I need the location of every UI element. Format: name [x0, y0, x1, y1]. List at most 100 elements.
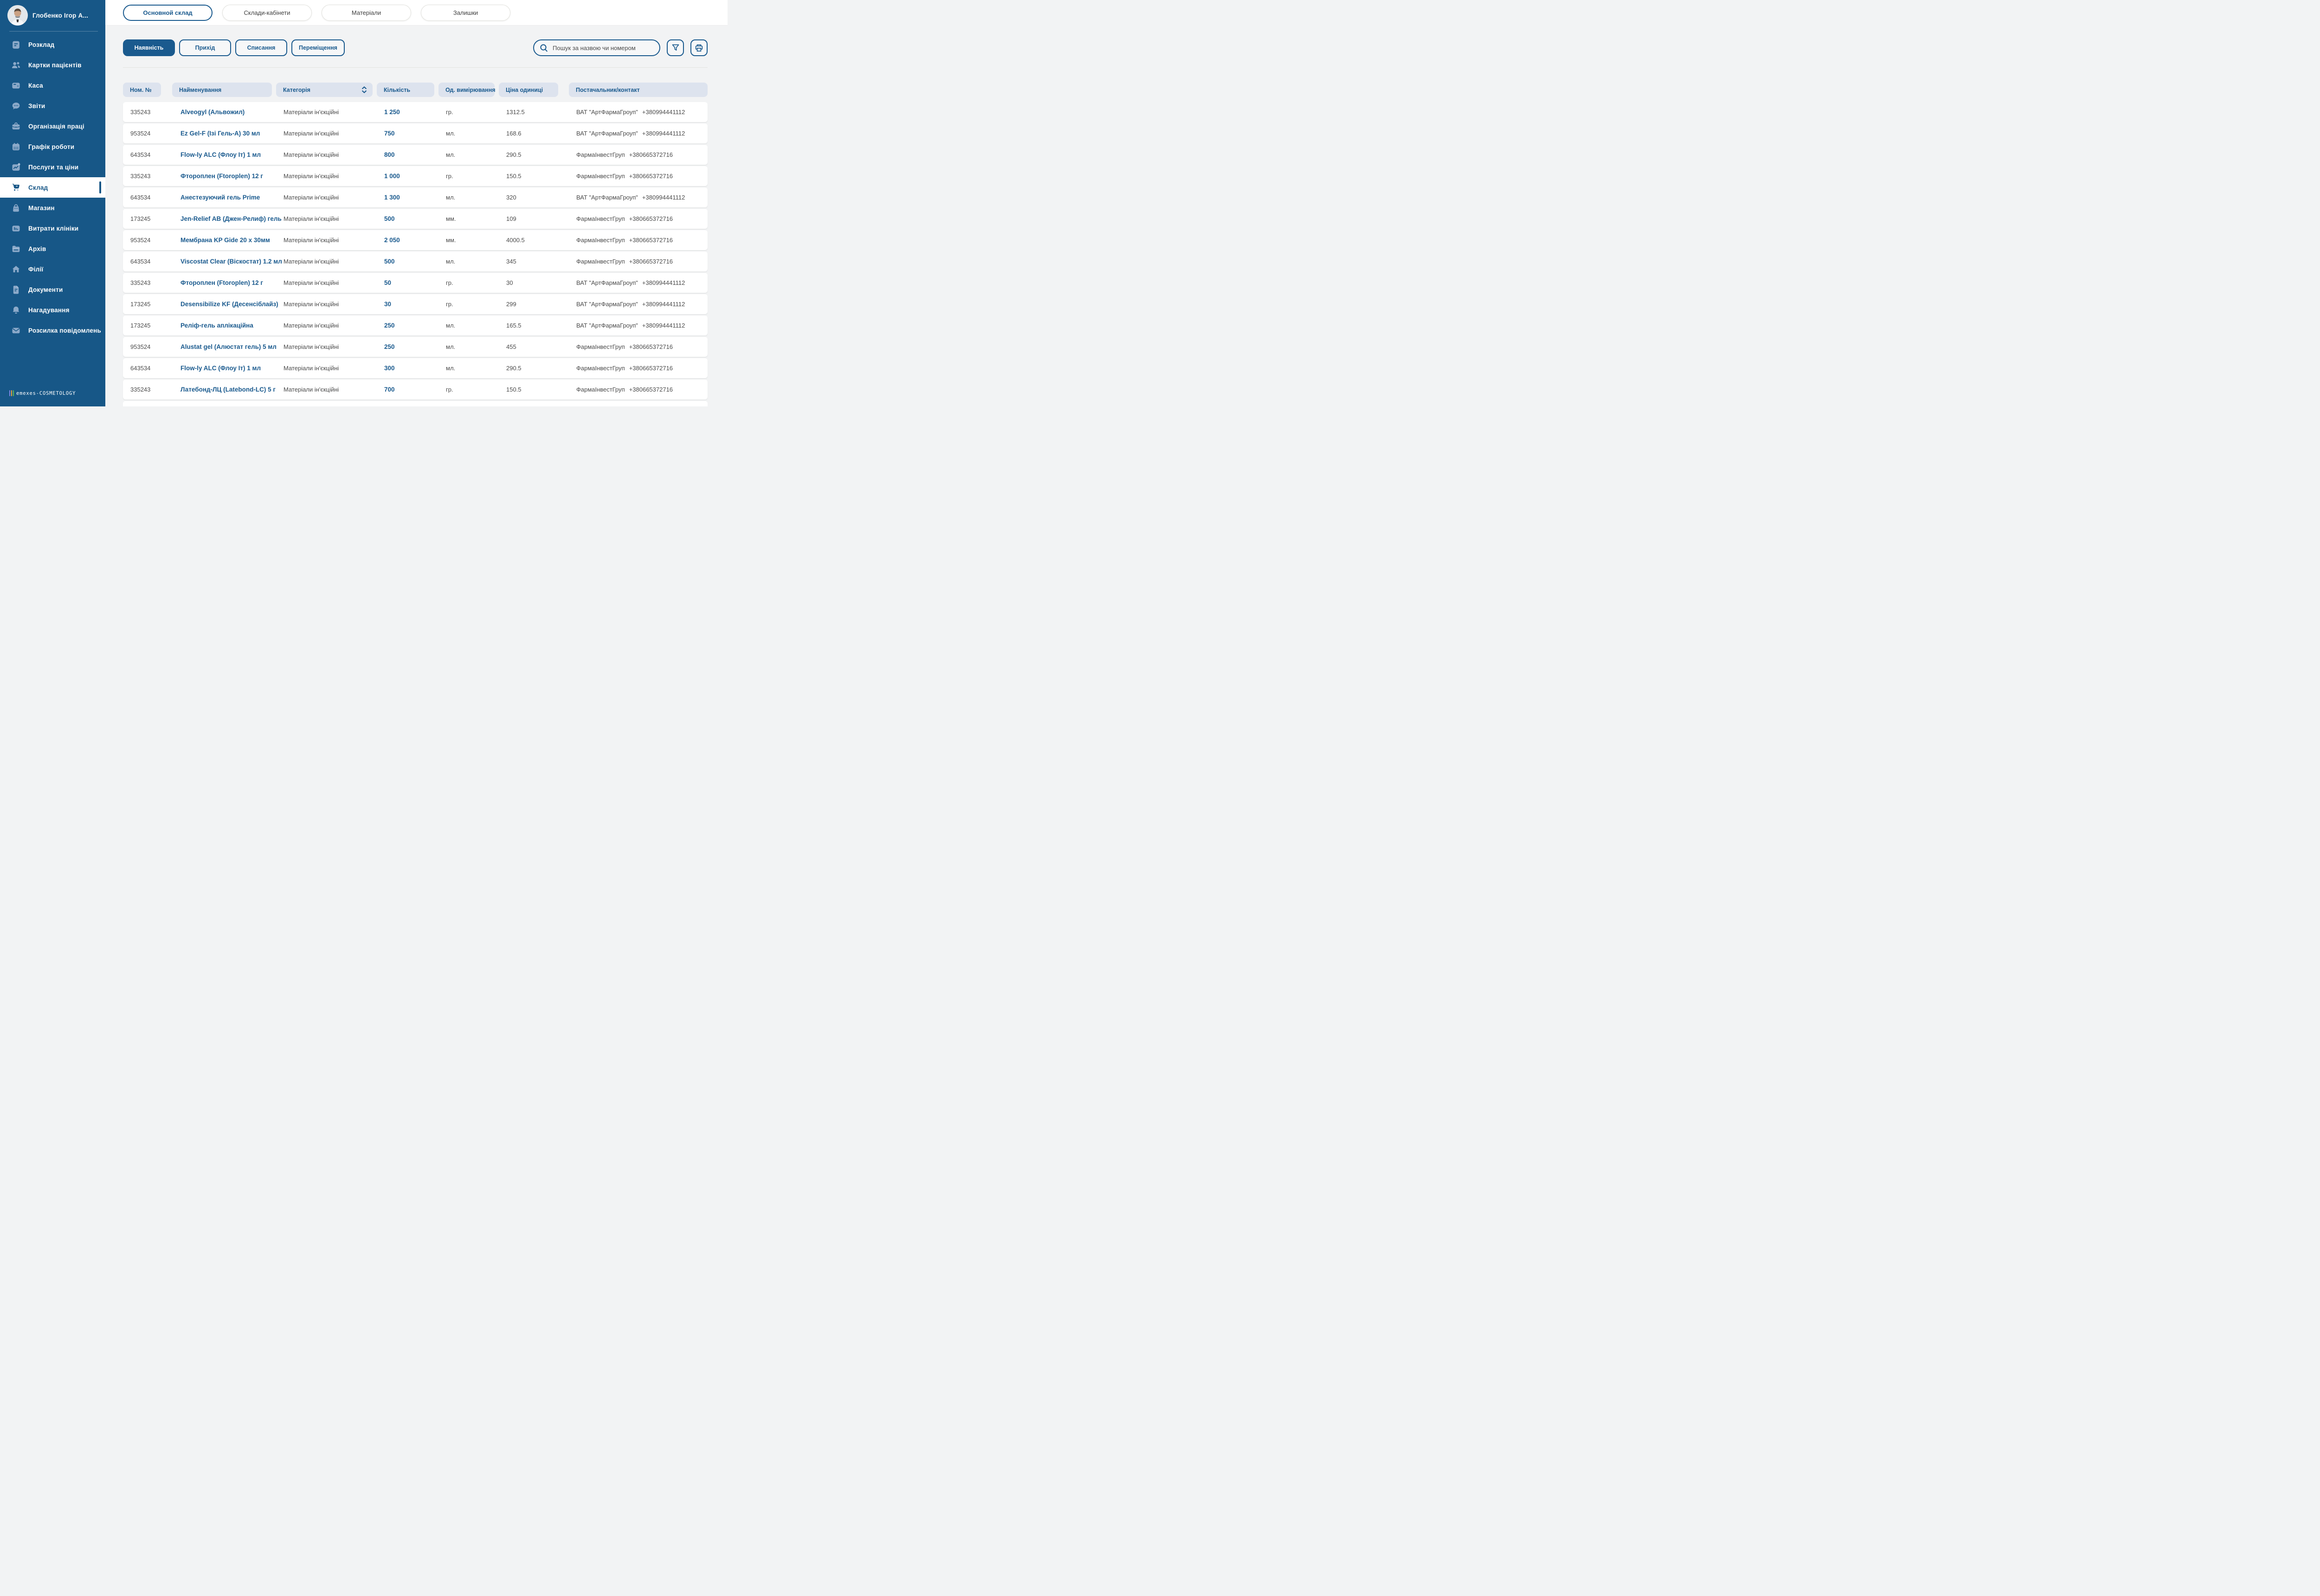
column-header-supplier[interactable]: Постачальник/контакт: [569, 83, 708, 97]
cell-name[interactable]: Alveogyl (Альвожил): [180, 109, 245, 116]
inventory-table: Ном. № Найменування Категорія Кількість …: [123, 83, 708, 406]
supplier-phone: +380665372716: [629, 173, 673, 180]
cell-quantity: 800: [384, 151, 395, 158]
supplier-phone: +380665372716: [629, 151, 673, 158]
table-row[interactable]: 335243 Латебонд-ЛЦ (Latebond-LC) 5 г Мат…: [123, 380, 708, 399]
cell-unit: мл.: [446, 130, 456, 137]
table-row[interactable]: 953524 Ez Gel-F (Ізі Гель-А) 30 мл Матер…: [123, 123, 708, 143]
sidebar-item-patient-cards[interactable]: Картки пацієнтів: [0, 55, 105, 75]
sidebar-item-work-organization[interactable]: Організація праці: [0, 116, 105, 136]
sort-icon[interactable]: [361, 85, 367, 94]
cell-name[interactable]: Flow-ly ALC (Флоу Іт) 1 мл: [180, 365, 261, 372]
sidebar-item-archive[interactable]: Архів: [0, 238, 105, 259]
cell-name[interactable]: Ez Gel-F (Ізі Гель-А) 30 мл: [180, 130, 260, 137]
sidebar-item-branches[interactable]: Філії: [0, 259, 105, 279]
subtab-transfer[interactable]: Переміщення: [291, 39, 345, 57]
cell-unit: гр.: [446, 301, 453, 308]
cell-price: 30: [506, 279, 513, 286]
tab-main-warehouse[interactable]: Основной склад: [123, 4, 213, 21]
tab-warehouse-cabinets[interactable]: Склади-кабінети: [222, 4, 312, 21]
cell-category: Матеріали ін'єкційні: [284, 343, 339, 350]
cell-supplier: ВАТ "АртФармаГроуп" +380994441112: [569, 279, 708, 286]
sidebar-item-documents[interactable]: Документи: [0, 279, 105, 300]
cell-name[interactable]: Мембрана KP Gide 20 x 30мм: [180, 237, 270, 244]
cell-name[interactable]: Viscostat Clear (Віскостат) 1.2 мл: [180, 258, 282, 265]
supplier-phone: +380994441112: [642, 194, 685, 201]
cell-name[interactable]: Латебонд-ЛЦ (Latebond-LC) 5 г: [180, 386, 276, 393]
bell-icon: [11, 305, 21, 315]
sidebar-item-clinic-expenses[interactable]: Витрати клініки: [0, 218, 105, 238]
cell-unit: мм.: [446, 237, 456, 244]
cell-number: 953524: [130, 343, 151, 350]
sidebar-item-shop[interactable]: Магазин: [0, 198, 105, 218]
sidebar-item-label: Нагадування: [28, 306, 70, 314]
sidebar-divider: [9, 31, 98, 32]
column-header-unit[interactable]: Од. вимірювання: [438, 83, 496, 97]
cell-number: 335243: [130, 279, 151, 286]
print-button[interactable]: [690, 39, 708, 57]
subtab-income[interactable]: Прихід: [179, 39, 231, 57]
cell-supplier: ФармаІнвестГруп +380665372716: [569, 343, 708, 350]
cell-price: 165.5: [506, 322, 522, 329]
cell-name[interactable]: Desensibilize KF (Десенсіблайз): [180, 301, 278, 308]
sidebar-item-schedule[interactable]: Розклад: [0, 34, 105, 55]
active-indicator: [99, 181, 101, 193]
table-row[interactable]: 173245 Реліф-гель аплікаційна Матеріали …: [123, 315, 708, 335]
table-row[interactable]: 173245 Desensibilize KF (Десенсіблайз) М…: [123, 294, 708, 314]
tab-materials[interactable]: Матеріали: [322, 4, 411, 21]
table-row[interactable]: 643534 Flow-ly ALC (Флоу Іт) 1 мл Матері…: [123, 358, 708, 378]
search-box[interactable]: [533, 39, 660, 57]
cell-quantity: 1 000: [384, 173, 400, 180]
table-row[interactable]: 643534 Flow-ly ALC (Флоу Іт) 1 мл Матері…: [123, 145, 708, 165]
table-row[interactable]: 953524 Alustat gel (Алюстат гель) 5 мл М…: [123, 337, 708, 357]
sidebar-item-work-schedule[interactable]: Графік роботи: [0, 136, 105, 157]
subtab-writeoff[interactable]: Списання: [235, 39, 287, 57]
cell-name[interactable]: Фтороплен (Ftoroplen) 12 г: [180, 279, 264, 286]
cell-category: Матеріали ін'єкційні: [284, 386, 339, 393]
search-input[interactable]: [553, 44, 654, 51]
sidebar-item-mailing[interactable]: Розсилка повідомлень: [0, 320, 105, 341]
cell-quantity: 2 050: [384, 237, 400, 244]
cell-supplier: ВАТ "АртФармаГроуп" +380994441112: [569, 130, 708, 137]
sidebar-item-reminders[interactable]: Нагадування: [0, 300, 105, 320]
sidebar-item-services-prices[interactable]: Послуги та ціни: [0, 157, 105, 177]
supplier-phone: +380994441112: [642, 130, 685, 137]
table-row[interactable]: 335243 Фтороплен (Ftoroplen) 12 г Матері…: [123, 166, 708, 186]
tab-remainders[interactable]: Залишки: [421, 4, 510, 21]
sidebar-item-cashdesk[interactable]: Каса: [0, 75, 105, 96]
sidebar-item-warehouse[interactable]: Склад: [0, 177, 105, 198]
sidebar-item-reports[interactable]: Звіти: [0, 96, 105, 116]
table-row[interactable]: 335243 Alveogyl (Альвожил) Матеріали ін'…: [123, 102, 708, 122]
column-header-category[interactable]: Категорія: [276, 83, 373, 97]
table-row[interactable]: 173245 Jen-Relief AB (Джен-Релиф) гель М…: [123, 209, 708, 229]
column-header-quantity[interactable]: Кількість: [377, 83, 434, 97]
cell-name[interactable]: Jen-Relief AB (Джен-Релиф) гель: [180, 215, 282, 222]
table-row[interactable]: 953524 Мембрана KP Gide 20 x 30мм Матері…: [123, 230, 708, 250]
filter-button[interactable]: [667, 39, 684, 57]
cell-name[interactable]: Реліф-гель аплікаційна: [180, 322, 253, 329]
column-header-name[interactable]: Найменування: [172, 83, 272, 97]
documents-icon: [11, 285, 21, 295]
table-body: 335243 Alveogyl (Альвожил) Матеріали ін'…: [123, 102, 708, 399]
cell-name[interactable]: Фтороплен (Ftoroplen) 12 г: [180, 173, 264, 180]
cell-unit: мм.: [446, 215, 456, 222]
table-row[interactable]: 335243 Фтороплен (Ftoroplen) 12 г Матері…: [123, 273, 708, 293]
sidebar-item-label: Звіти: [28, 102, 45, 109]
cell-name[interactable]: Flow-ly ALC (Флоу Іт) 1 мл: [180, 151, 261, 158]
cell-unit: гр.: [446, 173, 453, 180]
cell-name[interactable]: Alustat gel (Алюстат гель) 5 мл: [180, 343, 277, 350]
sidebar-item-label: Архів: [28, 245, 46, 252]
cell-supplier: ФармаІнвестГруп +380665372716: [569, 365, 708, 372]
table-row[interactable]: 643534 Viscostat Clear (Віскостат) 1.2 м…: [123, 251, 708, 271]
cell-quantity: 700: [384, 386, 395, 393]
cell-name[interactable]: Анестезуючий гель Prime: [180, 194, 260, 201]
supplier-name: ФармаІнвестГруп: [576, 343, 625, 350]
cell-category: Матеріали ін'єкційні: [284, 365, 339, 372]
subtab-availability[interactable]: Наявність: [123, 39, 175, 57]
column-header-number[interactable]: Ном. №: [123, 83, 161, 97]
column-header-price[interactable]: Ціна одиниці: [499, 83, 558, 97]
table-row[interactable]: 643534 Анестезуючий гель Prime Матеріали…: [123, 187, 708, 207]
user-profile[interactable]: Глобенко Ігор А...: [0, 0, 105, 30]
cell-category: Матеріали ін'єкційні: [284, 322, 339, 329]
cell-number: 643534: [130, 258, 151, 265]
